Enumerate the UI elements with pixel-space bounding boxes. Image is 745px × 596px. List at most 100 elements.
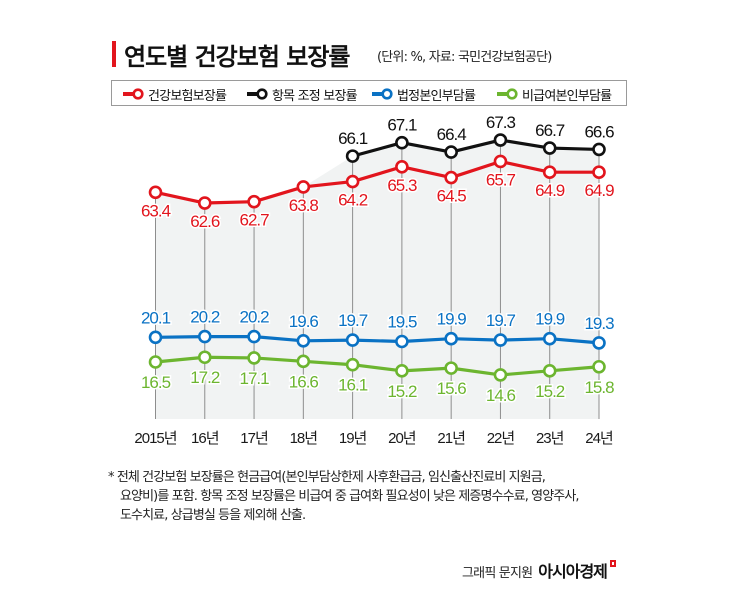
series-line [155,335,600,345]
data-label: 19.6 [289,312,319,331]
data-point-marker [148,185,163,200]
data-point-marker [395,334,409,349]
x-axis-tick-label: 21년 [437,430,465,447]
series-4: 16.5 17.2 17.1 16.6 16.1 15.2 15.6 14.6 15.2 15.8 [139,350,617,406]
legend-item-adjusted-rate: 항목 조정 보장률 [247,84,358,104]
data-point-marker [197,350,212,365]
data-label: 20.1 [141,308,171,327]
data-label: 66.7 [535,121,565,140]
data-label: 16.5 [141,373,171,392]
data-point-marker [296,354,311,369]
x-axis-tick-label: 23년 [536,430,564,447]
data-point-marker [345,357,360,372]
data-label: 64.9 [584,181,614,200]
series-3: 20.1 20.2 20.2 19.6 19.7 19.5 19.9 19.7 19.9 19.3 [139,306,617,350]
chart-title: 연도별 건강보험 보장률 [124,43,351,71]
series-line [155,355,600,377]
data-label: 20.2 [190,308,220,327]
data-point-marker [542,165,557,179]
legend-label: 건강보험보장률 [148,88,227,104]
data-point-marker [395,364,409,378]
data-label: 16.6 [289,372,319,391]
x-axis-tick-label: 16년 [191,430,219,447]
series-line [352,138,600,158]
x-axis-tick-label: 2015년 [134,430,176,447]
legend-item-statutory-copay: 법정본인부담률 [372,84,476,104]
data-label: 15.2 [387,382,417,401]
data-point-marker [493,333,508,347]
data-label: 20.2 [240,308,270,327]
legend: 건강보험보장률 항목 조정 보장률 법정본인부담률 비급여본인부담률 [111,80,627,106]
legend-label: 법정본인부담률 [397,88,476,104]
data-point-marker [247,351,261,365]
data-point-marker [542,364,557,378]
data-label: 64.5 [437,187,467,206]
legend-label: 비급여본인부담률 [522,88,612,104]
footnote: * 전체 건강보험 보장률은 현금급여(본인부담상한제 사후환급금, 임신출산진… [108,468,580,525]
data-label: 14.6 [486,386,516,405]
data-label: 19.7 [486,311,516,330]
title-accent-bar [112,41,116,67]
data-point-marker [592,336,606,350]
series-line [155,159,599,205]
data-point-marker [542,141,557,155]
data-point-marker [148,330,163,345]
data-label: 63.8 [289,196,319,215]
chart-subtitle: (단위: %, 자료: 국민건강보험공단) [377,50,552,65]
data-label: 19.9 [437,310,467,329]
data-label: 62.7 [240,211,270,230]
legend-item-noncovered-copay: 비급여본인부담률 [497,84,612,104]
data-point-marker [592,142,606,157]
x-axis-tick-label: 22년 [487,430,515,447]
series-2: 66.1 67.1 66.4 67.3 66.7 66.6 [337,112,617,163]
data-point-marker [542,331,557,346]
data-point-marker [592,359,606,374]
legend-item-coverage-rate: 건강보험보장률 [123,84,227,104]
data-label: 19.5 [387,313,417,332]
footnote-line: 요양비)를 포함. 항목 조정 보장률은 비급여 중 급여화 필요성이 낮은 제… [120,489,580,504]
data-point-marker [493,368,508,382]
data-label: 17.2 [190,368,220,387]
data-point-marker [247,194,261,209]
data-point-marker [148,355,163,369]
data-point-marker [395,160,409,174]
x-axis-tick-label: 20년 [388,430,416,447]
data-label: 16.1 [338,376,368,395]
data-label: 19.7 [338,311,368,330]
data-label: 19.3 [584,314,614,333]
footnote-line: 도수치료, 상급병실 등을 제외해 산출. [120,508,306,523]
data-label: 15.8 [584,378,614,397]
x-axis-tick-label: 19년 [339,430,367,447]
data-point-marker [444,331,458,346]
data-label: 63.4 [141,201,171,220]
publisher-logo-text: 아시아경제 [538,562,608,581]
x-axis-tick-label: 24년 [585,430,613,447]
data-point-marker [444,145,458,159]
x-axis-tick-label: 18년 [290,430,318,447]
data-point-marker [592,165,606,179]
data-label: 15.2 [535,382,565,401]
chart-area-background [155,140,599,420]
line-chart: 2015년 16년 17년 18년 19년 20년 21년 22년 23년 24년 63.4 62.6… [134,112,617,447]
data-label: 67.3 [486,113,516,132]
data-label: 66.4 [437,125,467,144]
legend-line-marker-icon [247,88,268,100]
data-point-marker [444,170,458,185]
data-point-marker [197,196,212,210]
data-label: 15.6 [437,379,467,398]
data-point-marker [345,149,360,163]
data-label: 65.7 [486,170,516,189]
data-label: 66.6 [584,122,614,141]
data-point-marker [493,133,508,147]
legend-line-marker-icon [372,88,393,100]
data-label: 17.1 [240,369,270,388]
credit-author: 그래픽 문지원 [462,566,533,581]
data-point-marker [296,180,311,194]
data-label: 67.1 [387,116,417,135]
data-label: 66.1 [338,129,368,148]
data-point-marker [345,333,360,347]
data-point-marker [493,154,508,169]
legend-line-marker-icon [123,88,144,100]
data-label: 65.3 [387,176,417,195]
data-label: 62.6 [190,212,220,231]
